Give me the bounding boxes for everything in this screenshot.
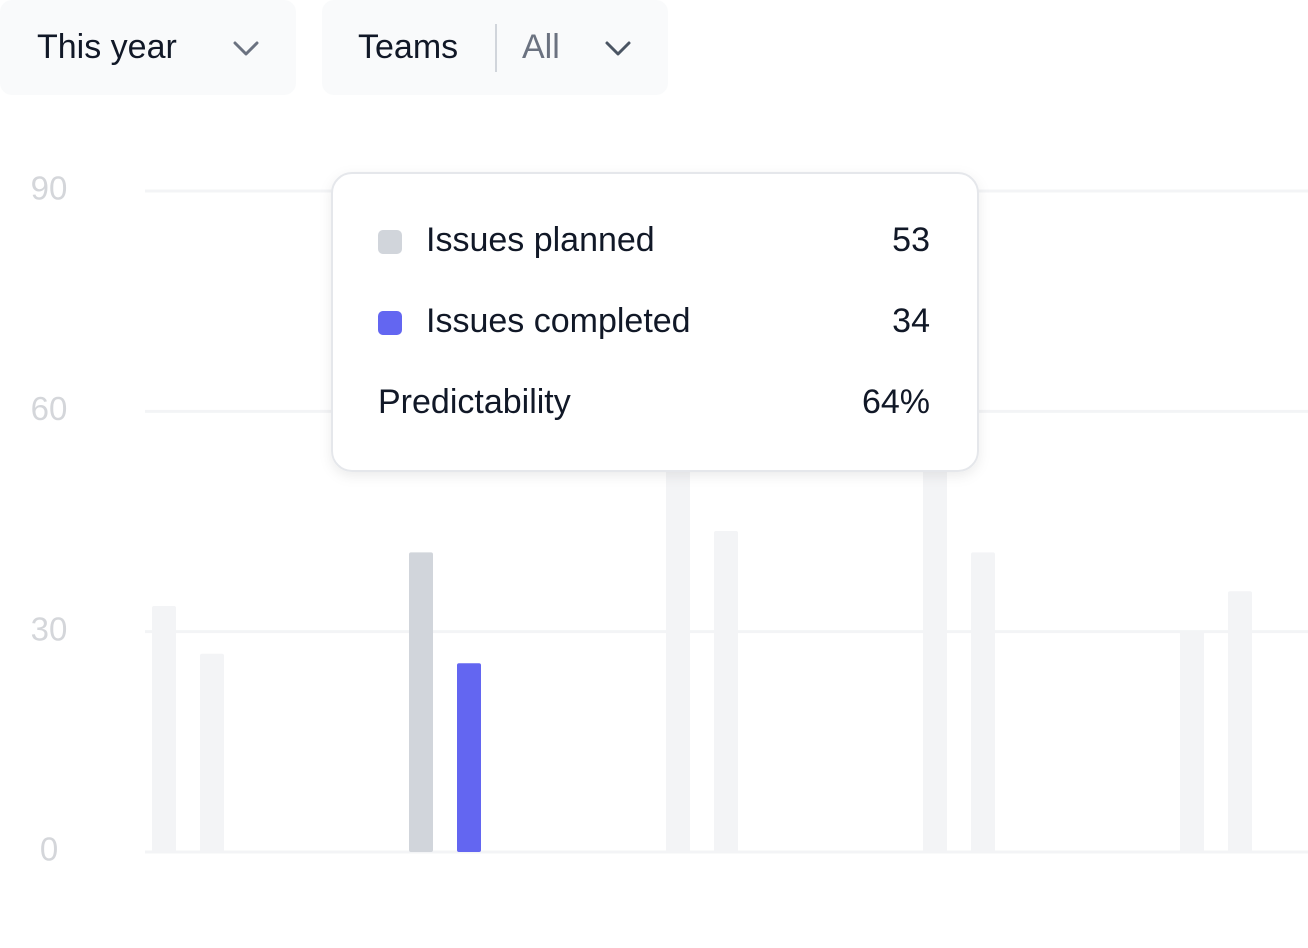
tooltip-bg xyxy=(331,172,979,472)
bar xyxy=(1228,591,1252,852)
bar xyxy=(1180,631,1204,852)
y-tick-label: 90 xyxy=(31,170,68,207)
bar xyxy=(409,552,433,852)
tooltip-value: 34 xyxy=(892,302,930,340)
bar xyxy=(457,663,481,852)
bar xyxy=(923,448,947,852)
y-tick-label: 60 xyxy=(31,390,68,427)
filter-value[interactable]: All xyxy=(522,28,560,66)
tooltip-value: 53 xyxy=(892,221,930,259)
chevron[interactable] xyxy=(605,41,631,56)
legend-label: Issues completed xyxy=(426,302,691,340)
y-tick-label: 0 xyxy=(40,831,58,868)
bar xyxy=(971,552,995,852)
bars xyxy=(152,448,1252,852)
bar xyxy=(152,605,176,852)
filter-label[interactable]: This year xyxy=(37,28,177,66)
filter-bg[interactable] xyxy=(0,0,296,95)
tooltip-footer-label: Predictability xyxy=(378,383,571,421)
tooltip-footer-value: 64% xyxy=(862,383,930,421)
chevron[interactable] xyxy=(233,41,259,56)
legend-swatch xyxy=(378,311,402,335)
bar xyxy=(714,531,738,852)
bar xyxy=(200,653,224,852)
bar xyxy=(666,448,690,852)
legend-swatch xyxy=(378,230,402,254)
y-tick-label: 30 xyxy=(31,610,68,647)
tooltip: Predictability 64% Issues planned 53 Issue… xyxy=(331,172,979,472)
period-filter[interactable]: This year xyxy=(0,0,296,95)
filter-label[interactable]: Teams xyxy=(358,28,458,66)
team-filter[interactable]: Teams All xyxy=(322,0,668,95)
legend-label: Issues planned xyxy=(426,221,655,259)
